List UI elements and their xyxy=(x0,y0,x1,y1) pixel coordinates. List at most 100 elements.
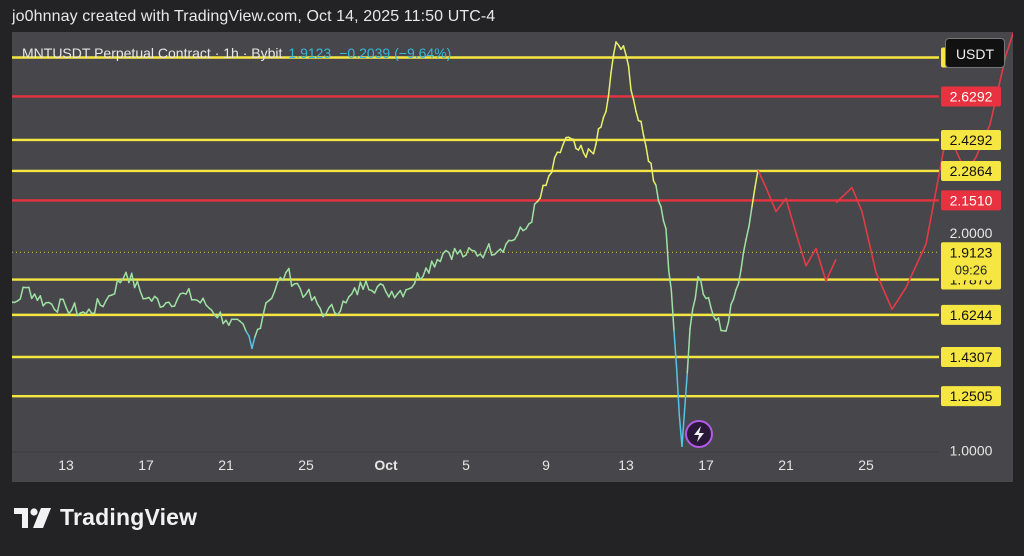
x-tick-13: 13 xyxy=(618,457,634,473)
price-segment xyxy=(176,293,182,300)
x-tick-9: 9 xyxy=(542,457,550,473)
price-segment xyxy=(413,272,419,285)
price-segment xyxy=(670,289,675,332)
price-segment xyxy=(68,309,73,315)
price-segment xyxy=(210,309,216,316)
price-segment xyxy=(635,110,640,122)
price-segment xyxy=(625,54,630,67)
level-label-1.4307: 1.4307 xyxy=(950,349,993,365)
price-segment xyxy=(188,287,193,301)
price-segment xyxy=(373,285,379,294)
price-segment xyxy=(319,307,324,318)
price-segment xyxy=(173,298,179,307)
price-segment xyxy=(536,197,542,203)
price-segment xyxy=(73,302,79,317)
price-segment xyxy=(242,323,247,332)
x-tick-25: 25 xyxy=(298,457,314,473)
price-segment xyxy=(665,228,670,271)
last-price: 1.9123 xyxy=(288,45,332,61)
price-change: −0.2039 (−9.64%) xyxy=(339,45,452,61)
price-segment xyxy=(694,275,699,299)
price-segment xyxy=(650,162,655,182)
price-segment xyxy=(702,293,707,300)
x-tick-17: 17 xyxy=(138,457,154,473)
level-label-2.1510: 2.1510 xyxy=(950,192,993,208)
price-segment xyxy=(675,368,681,416)
price-segment xyxy=(539,184,544,199)
price-segment xyxy=(459,249,464,258)
price-segment xyxy=(225,319,230,326)
x-tick-13: 13 xyxy=(58,457,74,473)
x-tick-17: 17 xyxy=(698,457,714,473)
price-segment xyxy=(562,136,567,146)
price-segment xyxy=(627,64,632,91)
price-segment xyxy=(399,289,404,298)
price-segment xyxy=(630,89,635,101)
price-segment xyxy=(125,271,130,284)
price-segment xyxy=(642,134,647,148)
price-segment xyxy=(725,321,730,332)
price-segment xyxy=(681,408,686,448)
price-segment xyxy=(667,269,673,291)
price-segment xyxy=(388,290,393,298)
price-segment xyxy=(96,298,102,306)
price-series xyxy=(12,41,759,448)
price-segment xyxy=(488,243,493,256)
price-segment xyxy=(607,72,612,97)
price-segment xyxy=(245,330,250,337)
price-segment xyxy=(330,303,336,314)
level-badge-2.4292 xyxy=(941,129,1001,150)
x-tick-Oct: Oct xyxy=(374,457,398,473)
price-segment xyxy=(393,293,399,299)
price-segment xyxy=(748,205,753,227)
price-segment xyxy=(745,225,750,241)
price-segment xyxy=(595,128,600,145)
price-segment xyxy=(339,300,344,312)
level-badge-2.1510 xyxy=(941,190,1001,211)
currency-button[interactable]: USDT xyxy=(945,38,1005,68)
price-segment xyxy=(505,239,510,245)
price-segment xyxy=(350,287,356,295)
price-segment xyxy=(56,298,62,313)
price-segment xyxy=(742,239,747,254)
price-segment xyxy=(262,302,267,316)
y-tick-2.0000: 2.0000 xyxy=(950,225,993,241)
price-segment xyxy=(345,295,350,304)
price-segment xyxy=(299,288,304,298)
price-segment xyxy=(580,144,585,154)
price-segment xyxy=(707,296,712,309)
price-segment xyxy=(710,307,715,318)
price-segment xyxy=(273,281,279,293)
current-price-badge xyxy=(941,242,1001,281)
symbol-label: MNTUSDT Perpetual Contract · 1h · Bybit xyxy=(22,45,283,61)
price-segment xyxy=(439,252,444,263)
price-segment xyxy=(699,279,705,295)
price-segment xyxy=(150,295,156,302)
price-segment xyxy=(139,290,144,300)
price-segment xyxy=(410,282,416,289)
price-segment xyxy=(288,267,293,287)
price-segment xyxy=(730,298,735,306)
price-segment xyxy=(513,234,519,241)
price-segment xyxy=(422,267,427,277)
price-segment xyxy=(313,296,319,305)
price-segment xyxy=(228,318,233,326)
lightning-icon[interactable] xyxy=(685,420,713,448)
price-segment xyxy=(673,330,678,370)
price-segment xyxy=(65,306,70,315)
level-badge-2.6292 xyxy=(941,86,1001,107)
price-segment xyxy=(122,271,127,280)
price-segment xyxy=(683,372,689,410)
current-price-label: 1.9123 xyxy=(950,244,993,260)
price-segment xyxy=(662,220,667,230)
price-segment xyxy=(102,299,107,308)
price-segment xyxy=(93,298,99,314)
price-segment xyxy=(270,290,276,300)
price-segment xyxy=(516,226,522,236)
price-segment xyxy=(727,303,732,323)
price-segment xyxy=(717,317,722,332)
price-segment xyxy=(689,308,694,330)
price-segment xyxy=(162,302,167,308)
